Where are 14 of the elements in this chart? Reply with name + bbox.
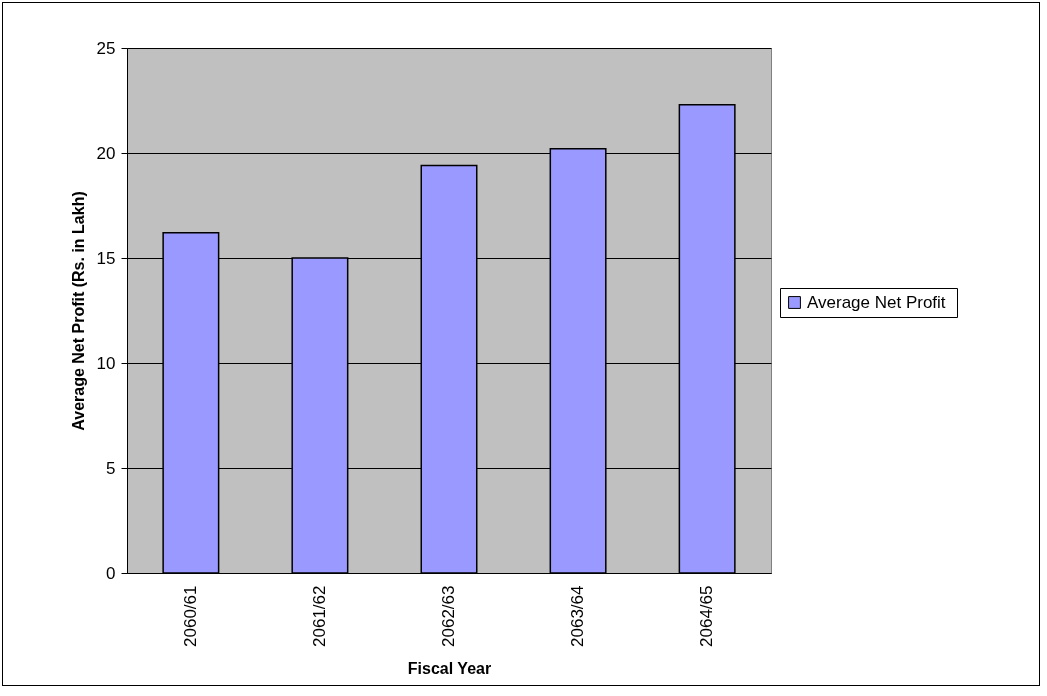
legend-label: Average Net Profit [807,292,946,312]
y-tick-label: 15 [96,248,116,268]
y-axis-title: Average Net Profit (Rs. in Lakh) [69,191,87,431]
x-axis-title: Fiscal Year [407,659,492,677]
x-tick-label: 2062/63 [439,585,458,647]
y-tick-label: 20 [96,143,116,163]
y-tick-label: 25 [96,38,116,58]
y-tick-label: 10 [96,353,116,373]
x-tick-label: 2061/62 [309,585,329,647]
x-tick-label: 2064/65 [697,585,717,647]
y-tick-label: 5 [106,458,116,478]
y-tick-label: 0 [106,563,116,583]
x-tick-label: 2060/61 [180,585,200,647]
x-tick-label: 2063/64 [568,585,588,647]
